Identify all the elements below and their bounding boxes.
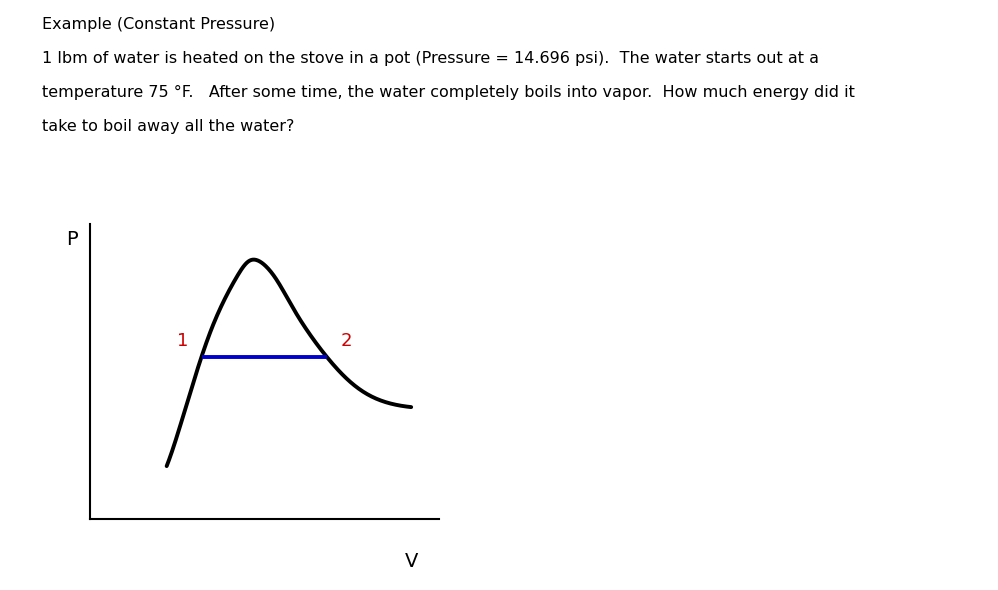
Text: 2: 2 bbox=[340, 332, 352, 350]
Text: temperature 75 °F.   After some time, the water completely boils into vapor.  Ho: temperature 75 °F. After some time, the … bbox=[42, 85, 855, 100]
Text: V: V bbox=[404, 552, 418, 571]
Text: take to boil away all the water?: take to boil away all the water? bbox=[42, 119, 294, 134]
Text: 1 lbm of water is heated on the stove in a pot (Pressure = 14.696 psi).  The wat: 1 lbm of water is heated on the stove in… bbox=[42, 51, 819, 65]
Text: 1: 1 bbox=[177, 332, 189, 350]
Text: Example (Constant Pressure): Example (Constant Pressure) bbox=[42, 17, 275, 31]
Text: P: P bbox=[67, 230, 78, 249]
